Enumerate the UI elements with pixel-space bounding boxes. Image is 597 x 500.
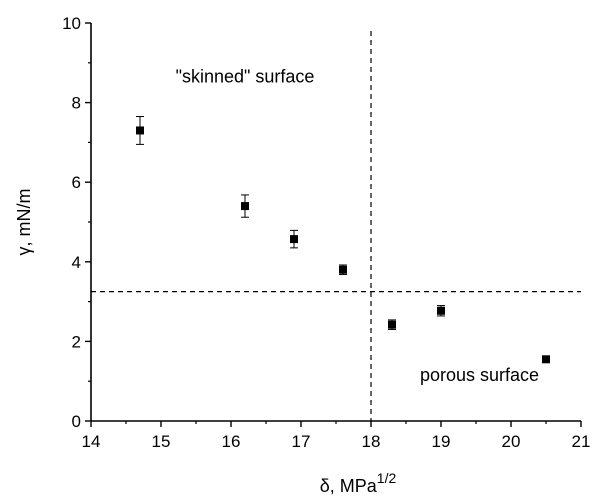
x-axis-title: δ, MPa1/2 bbox=[320, 470, 397, 496]
data-point bbox=[136, 116, 144, 145]
x-tick-label: 21 bbox=[572, 432, 591, 451]
data-point bbox=[241, 194, 249, 218]
square-marker bbox=[339, 265, 347, 274]
square-marker bbox=[241, 202, 249, 211]
x-tick-label: 16 bbox=[222, 432, 241, 451]
x-tick-label: 14 bbox=[82, 432, 101, 451]
data-point bbox=[290, 229, 298, 249]
skinned-surface-label: "skinned" surface bbox=[176, 67, 315, 87]
y-tick-label: 0 bbox=[72, 412, 81, 431]
square-marker bbox=[542, 355, 550, 364]
x-tick-label: 19 bbox=[432, 432, 451, 451]
square-marker bbox=[136, 126, 144, 135]
y-tick-label: 6 bbox=[72, 173, 81, 192]
square-marker bbox=[290, 235, 298, 244]
y-tick-label: 8 bbox=[72, 94, 81, 113]
x-tick-label: 17 bbox=[292, 432, 311, 451]
data-point bbox=[339, 264, 347, 276]
y-tick-label: 2 bbox=[72, 332, 81, 351]
x-axis-title-base: δ, MPa bbox=[320, 476, 378, 496]
x-axis-ticks: 14 15 16 17 18 19 20 21 bbox=[82, 421, 591, 451]
y-axis-ticks: 0 2 4 6 8 10 bbox=[62, 14, 91, 431]
square-marker bbox=[388, 320, 396, 329]
data-points bbox=[136, 116, 550, 364]
data-point bbox=[437, 305, 445, 317]
porous-surface-label: porous surface bbox=[420, 365, 539, 385]
y-tick-label: 10 bbox=[62, 14, 81, 33]
x-tick-label: 20 bbox=[502, 432, 521, 451]
y-tick-label: 4 bbox=[72, 253, 81, 272]
data-point bbox=[388, 319, 396, 330]
x-tick-label: 15 bbox=[152, 432, 171, 451]
x-axis-title-superscript: 1/2 bbox=[377, 470, 397, 486]
y-axis-title: γ, mN/m bbox=[14, 189, 34, 256]
x-tick-label: 18 bbox=[362, 432, 381, 451]
data-point bbox=[542, 355, 550, 364]
square-marker bbox=[437, 306, 445, 315]
